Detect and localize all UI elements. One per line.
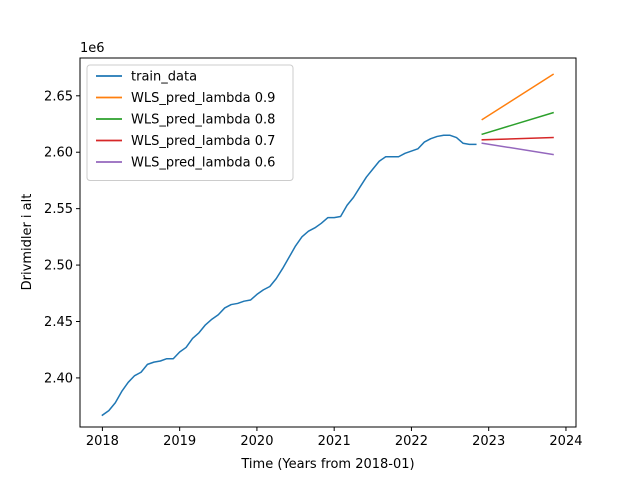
x-tick-label: 2018 <box>86 434 119 449</box>
legend-entry-2: WLS_pred_lambda 0.8 <box>131 113 275 128</box>
series-line-3 <box>481 136 554 141</box>
x-axis: 2018 2019 2020 2021 2022 2023 2024 <box>86 427 583 449</box>
legend-box <box>86 64 294 181</box>
x-tick-label: 2024 <box>549 434 582 449</box>
series-line-1 <box>481 73 555 121</box>
legend-entry-1: WLS_pred_lambda 0.9 <box>131 91 275 106</box>
legend-entry-4: WLS_pred_lambda 0.6 <box>131 156 275 171</box>
y-axis-label: Drivmidler i alt <box>20 194 35 291</box>
x-tick-label: 2021 <box>318 434 351 449</box>
x-axis-label: Time (Years from 2018-01) <box>240 457 414 472</box>
y-axis: 2.40 2.45 2.50 2.55 2.60 2.65 <box>44 89 80 386</box>
x-tick-label: 2022 <box>395 434 428 449</box>
y-tick-label: 2.60 <box>44 146 73 161</box>
series-line-4 <box>481 142 554 156</box>
axes-frame <box>79 57 577 428</box>
x-tick-label: 2019 <box>163 434 196 449</box>
y-tick-label: 2.45 <box>44 315 73 330</box>
legend-entry-3: WLS_pred_lambda 0.7 <box>131 134 275 149</box>
x-tick-label: 2020 <box>240 434 273 449</box>
y-tick-label: 2.55 <box>44 202 73 217</box>
y-tick-label: 2.50 <box>44 259 73 274</box>
y-offset-label: 1e6 <box>80 41 105 56</box>
legend: train_data WLS_pred_lambda 0.9 WLS_pred_la… <box>86 64 294 181</box>
series-layer <box>101 73 555 417</box>
y-tick-label: 2.40 <box>44 371 73 386</box>
legend-entry-0: train_data <box>131 70 197 85</box>
series-line-0 <box>101 134 477 417</box>
series-line-2 <box>481 111 554 136</box>
x-tick-label: 2023 <box>472 434 505 449</box>
y-tick-label: 2.65 <box>44 89 73 104</box>
